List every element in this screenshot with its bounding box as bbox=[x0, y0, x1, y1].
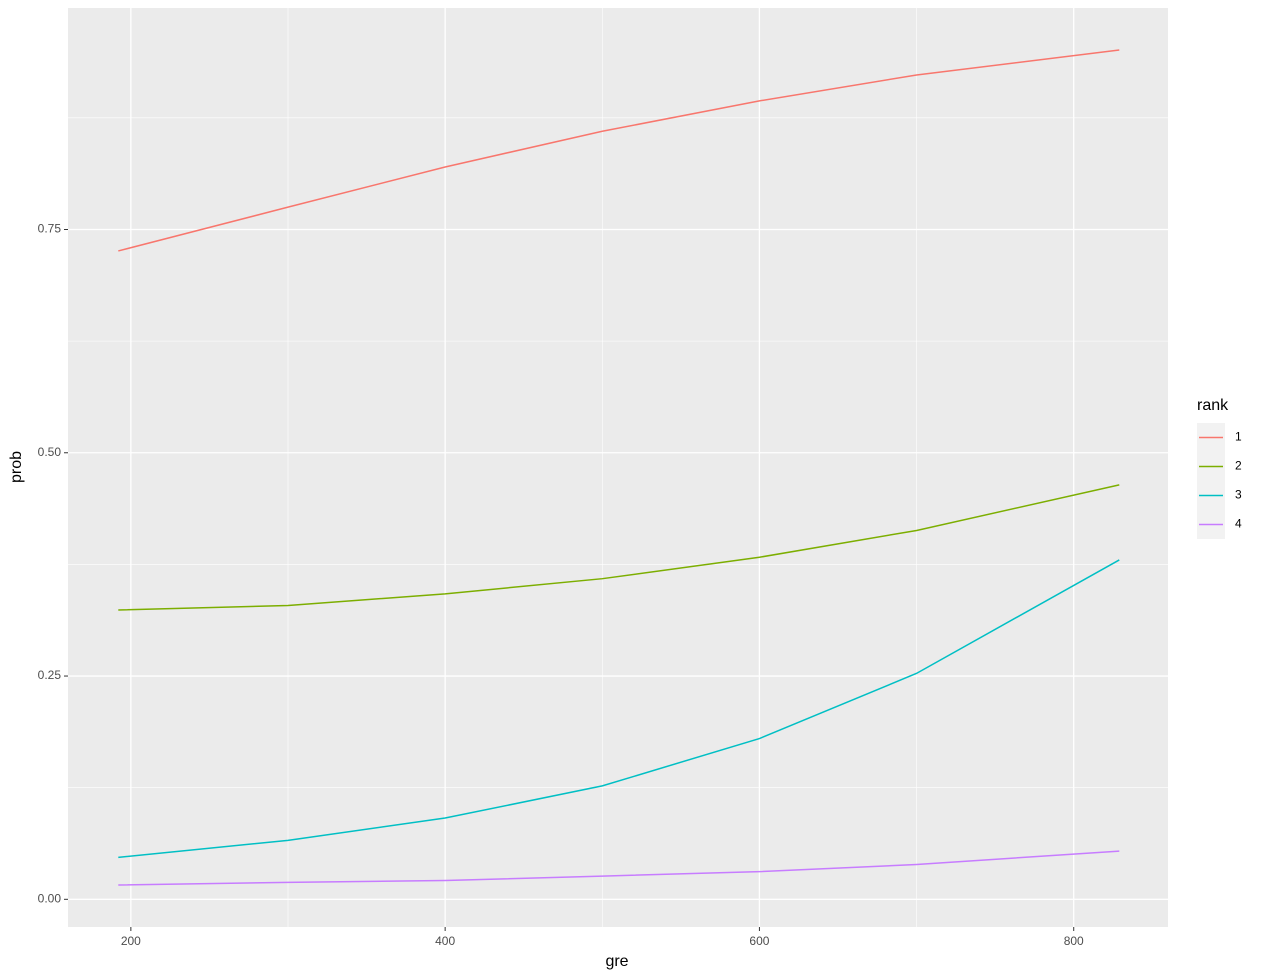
series-line bbox=[118, 484, 1120, 611]
legend-label: 1 bbox=[1235, 430, 1242, 444]
panel bbox=[68, 8, 1168, 927]
grid bbox=[68, 8, 1168, 927]
legend-label: 3 bbox=[1235, 488, 1242, 502]
y-tick-label: 0.75 bbox=[38, 222, 62, 236]
series-line bbox=[118, 49, 1120, 252]
series-line bbox=[118, 850, 1120, 886]
x-tick-label: 800 bbox=[1064, 934, 1084, 948]
y-tick-label: 0.25 bbox=[38, 668, 62, 682]
x-axis-label: gre bbox=[605, 953, 628, 970]
legend-key-background bbox=[1197, 423, 1225, 539]
legend-title: rank bbox=[1197, 397, 1229, 414]
x-tick-label: 200 bbox=[121, 934, 141, 948]
y-axis-label: prob bbox=[8, 451, 25, 483]
series-line bbox=[118, 559, 1120, 859]
legend-label: 2 bbox=[1235, 459, 1242, 473]
x-tick-label: 600 bbox=[749, 934, 769, 948]
lines bbox=[118, 49, 1120, 886]
legend-label: 4 bbox=[1235, 517, 1242, 531]
y-tick-label: 0.50 bbox=[38, 445, 62, 459]
x-tick-label: 400 bbox=[435, 934, 455, 948]
y-tick-label: 0.00 bbox=[38, 891, 62, 905]
